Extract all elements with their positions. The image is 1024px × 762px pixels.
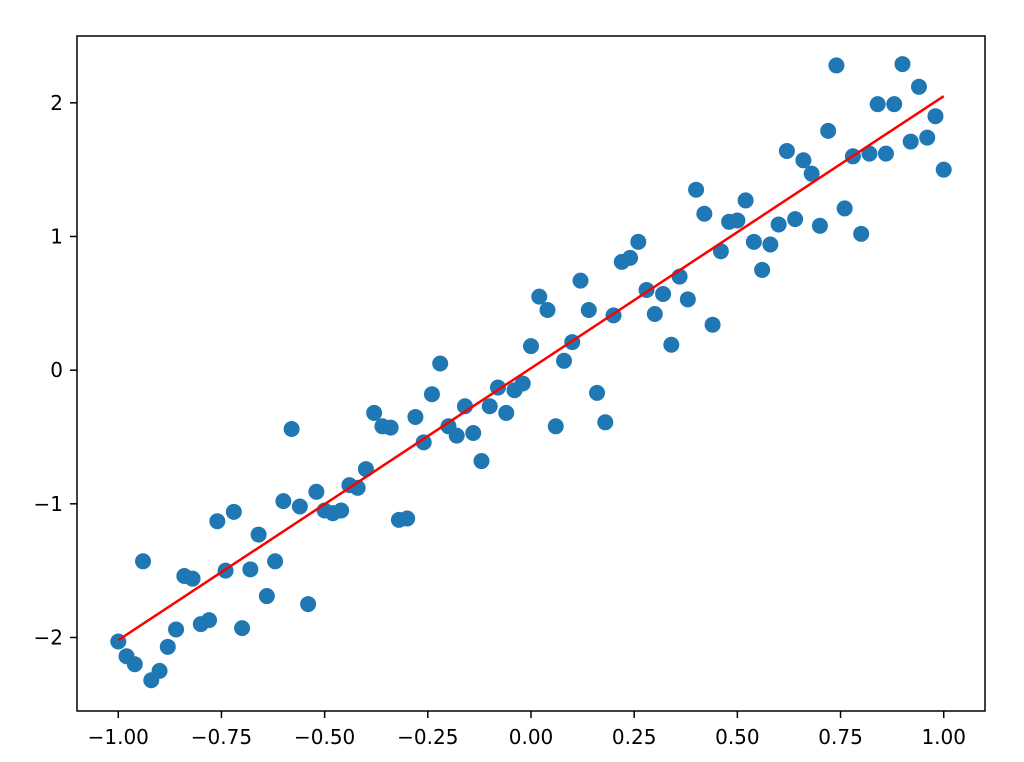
x-tick-label: 0.50 [715,725,760,749]
scatter-point [258,588,275,605]
x-tick-label: 1.00 [921,725,966,749]
scatter-point [432,355,449,372]
scatter-point [902,133,919,150]
scatter-point [820,122,837,139]
series-layer [110,56,952,689]
scatter-point [704,316,721,333]
scatter-point [209,513,226,530]
scatter-point [126,656,143,673]
y-tick-label: 1 [50,224,63,248]
scatter-point [399,510,416,527]
scatter-point [415,434,432,451]
scatter-point [787,211,804,228]
scatter-point [737,192,754,209]
scatter-point [663,336,680,353]
scatter-point [473,453,490,470]
y-tick-label: −2 [34,625,63,649]
scatter-point [778,142,795,159]
scatter-point [168,621,185,638]
scatter-point [159,638,176,655]
scatter-point [754,261,771,278]
scatter-point [523,338,539,355]
scatter-point [795,152,812,169]
scatter-point [853,225,870,242]
scatter-point [712,243,729,260]
scatter-point [770,216,787,233]
y-tick-label: 2 [50,91,63,115]
scatter-point [283,420,300,437]
scatter-point [135,553,152,570]
scatter-point [688,181,705,198]
scatter-point [267,553,284,570]
scatter-point [869,96,886,113]
scatter-point [423,386,440,403]
scatter-point [225,503,242,520]
y-tick-label: 0 [50,358,63,382]
scatter-point [481,398,498,415]
scatter-point [407,408,424,425]
scatter-point [514,375,531,392]
scatter-point [630,233,647,250]
x-tick-label: −0.25 [397,725,458,749]
scatter-point [556,352,573,369]
x-tick-label: 0.25 [612,725,657,749]
scatter-point [886,96,903,113]
scatter-point [275,493,292,510]
scatter-point [547,418,564,435]
scatter-point [597,414,614,431]
scatter-point [894,56,911,73]
scatter-point [861,145,878,162]
x-tick-label: −0.50 [294,725,355,749]
scatter-point [927,108,944,125]
scatter-point [308,483,325,500]
scatter-point [201,612,218,629]
scatter-point [745,233,762,250]
scatter-point [242,561,259,578]
scatter-point [580,302,597,319]
scatter-point [498,404,515,421]
scatter-point [646,306,663,323]
scatter-point [828,57,845,74]
x-tick-label: −0.75 [191,725,252,749]
scatter-point [729,212,746,229]
scatter-point [655,285,672,302]
scatter-point [448,427,465,444]
x-tick-label: 0.75 [818,725,863,749]
scatter-point [184,570,201,587]
fit-line [117,95,945,642]
x-tick-label: 0.00 [509,725,554,749]
scatter-point [803,165,820,182]
scatter-point [382,419,399,436]
scatter-point [935,161,952,178]
scatter-point [679,291,696,308]
scatter-point [465,424,482,441]
scatter-point [291,498,308,515]
scatter-point [622,249,639,266]
scatter-point [531,288,548,305]
scatter-point [366,404,383,421]
scatter-point [333,502,350,519]
axis-layer: −1.00 −0.75 −0.50 −0.25 0.00 0.25 0.50 0.75 1.00… [34,91,966,749]
scatter-point [696,205,713,222]
scatter-point [151,662,168,679]
scatter-point [300,596,317,613]
scatter-point [919,129,936,146]
scatter-point [877,145,894,162]
scatter-point [762,236,779,253]
scatter-point [589,384,606,401]
scatter-point [572,272,589,289]
scatter-point [250,526,267,543]
scatter-point [539,302,556,319]
x-tick-label: −1.00 [88,725,149,749]
scatter-point [811,217,828,234]
scatter-point [836,200,853,217]
scatter-point [910,78,927,95]
scatter-point [234,620,251,637]
y-tick-label: −1 [34,492,63,516]
